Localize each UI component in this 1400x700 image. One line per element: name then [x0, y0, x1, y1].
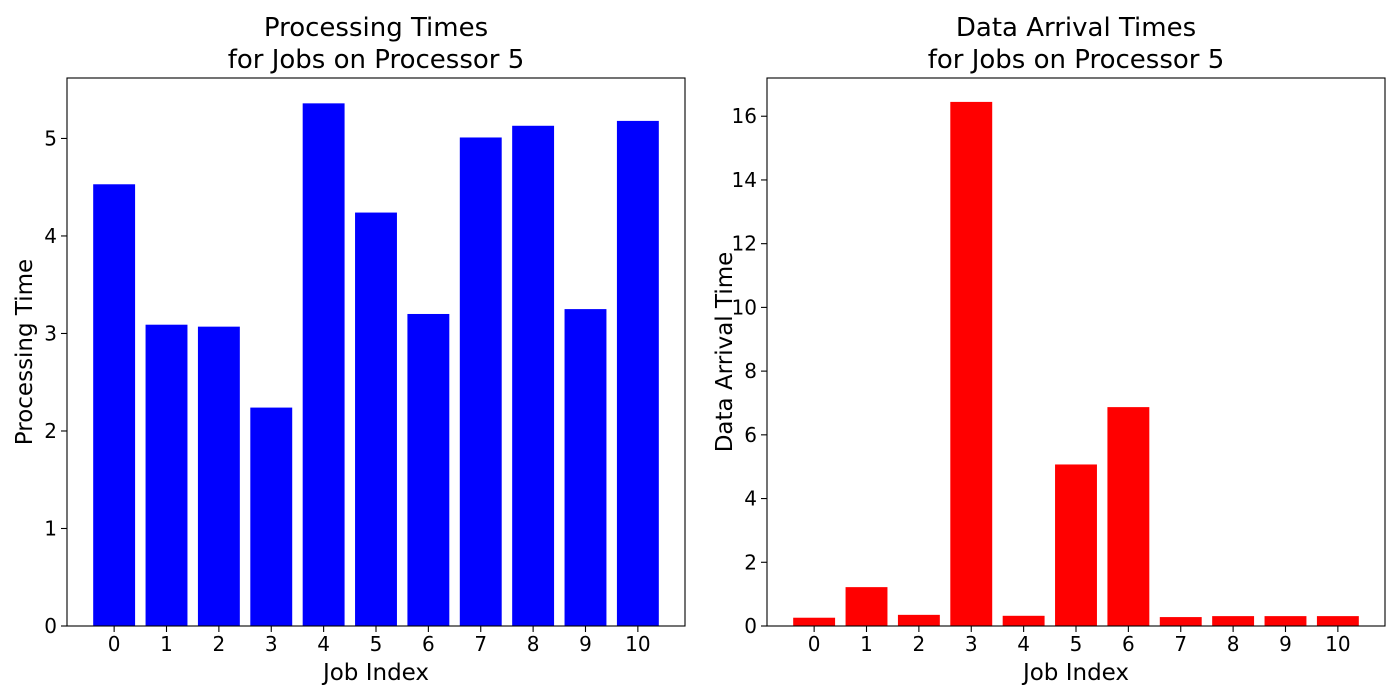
y-axis-label: Data Arrival Time: [712, 252, 738, 453]
y-tick-label: 2: [44, 419, 57, 443]
x-tick-label: 6: [422, 632, 435, 656]
y-tick-label: 10: [732, 295, 757, 319]
bar-job-3: [250, 407, 293, 626]
x-tick-label: 3: [265, 632, 278, 656]
bar-job-8: [512, 125, 555, 626]
chart-title-line-1: Processing Times: [264, 13, 488, 43]
y-tick-label: 16: [732, 104, 757, 128]
bar-job-8: [1212, 616, 1255, 626]
x-tick-label: 4: [1017, 632, 1030, 656]
bar-job-10: [1316, 616, 1359, 626]
bar-job-7: [1159, 617, 1202, 626]
bar-job-9: [1264, 616, 1307, 626]
x-tick-label: 4: [317, 632, 330, 656]
bar-job-2: [897, 614, 940, 626]
y-tick-label: 0: [744, 614, 757, 638]
bar-job-4: [1002, 615, 1045, 626]
x-tick-label: 1: [860, 632, 873, 656]
bar-job-10: [616, 120, 659, 627]
y-tick-label: 6: [744, 423, 757, 447]
y-tick-label: 1: [44, 516, 57, 540]
bar-job-6: [407, 313, 450, 626]
x-tick-label: 9: [579, 632, 592, 656]
x-tick-label: 0: [108, 632, 121, 656]
x-tick-label: 0: [808, 632, 821, 656]
y-tick-label: 12: [732, 232, 757, 256]
bar-job-4: [302, 103, 345, 627]
bar-job-0: [93, 184, 136, 626]
bar-job-7: [459, 137, 502, 627]
y-tick-label: 8: [744, 359, 757, 383]
x-tick-label: 5: [1070, 632, 1083, 656]
bar-job-5: [355, 212, 397, 626]
x-tick-label: 8: [527, 632, 540, 656]
x-tick-label: 2: [213, 632, 226, 656]
x-tick-label: 1: [160, 632, 173, 656]
x-tick-label: 2: [913, 632, 926, 656]
bar-job-0: [793, 617, 836, 626]
y-tick-label: 4: [44, 224, 57, 248]
bar-job-2: [197, 326, 240, 626]
x-tick-label: 6: [1122, 632, 1135, 656]
x-tick-label: 7: [474, 632, 487, 656]
x-tick-label: 7: [1174, 632, 1187, 656]
bar-job-6: [1107, 407, 1150, 626]
y-tick-label: 4: [744, 487, 757, 511]
y-tick-label: 5: [44, 126, 57, 150]
x-tick-label: 9: [1279, 632, 1292, 656]
x-tick-label: 10: [1325, 632, 1350, 656]
x-axis-label: Job Index: [321, 660, 429, 686]
x-tick-label: 8: [1227, 632, 1240, 656]
chart-title-line-2: for Jobs on Processor 5: [228, 45, 525, 75]
bar-job-3: [950, 101, 993, 626]
bar-job-9: [564, 309, 607, 626]
x-tick-label: 3: [965, 632, 978, 656]
x-tick-label: 5: [370, 632, 383, 656]
x-tick-label: 10: [625, 632, 650, 656]
y-tick-label: 0: [44, 614, 57, 638]
y-tick-label: 2: [744, 550, 757, 574]
y-tick-label: 3: [44, 321, 57, 345]
y-tick-label: 14: [732, 168, 757, 192]
chart-title-line-2: for Jobs on Processor 5: [928, 45, 1225, 75]
x-axis-label: Job Index: [1021, 660, 1129, 686]
bar-job-5: [1055, 464, 1097, 626]
chart-title-line-1: Data Arrival Times: [956, 13, 1196, 43]
bar-job-1: [845, 587, 888, 626]
y-axis-label: Processing Time: [12, 259, 38, 445]
bar-job-1: [145, 324, 188, 626]
